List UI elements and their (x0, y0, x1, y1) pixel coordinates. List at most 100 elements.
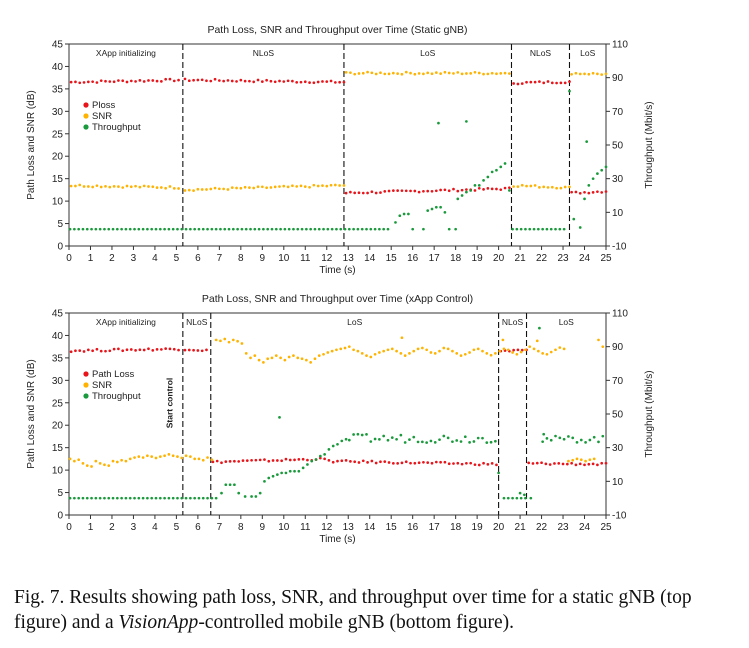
throughput-point (578, 226, 582, 229)
legend-marker (83, 382, 89, 388)
snr-point (473, 70, 477, 74)
throughput-point (433, 441, 437, 444)
path-loss-point (301, 457, 305, 461)
x-tick-label: 23 (557, 522, 569, 533)
snr-point (260, 185, 264, 189)
path-loss-point (527, 461, 531, 465)
snr-point (305, 358, 308, 362)
path-loss-point (512, 348, 515, 352)
ploss-point (112, 80, 116, 84)
throughput-point (554, 434, 557, 438)
throughput-point (382, 434, 386, 438)
path-loss-point (570, 461, 573, 465)
throughput-point (408, 438, 411, 441)
snr-point (295, 185, 299, 188)
path-loss-point (168, 347, 172, 351)
x-tick-label: 10 (278, 522, 290, 533)
throughput-point (279, 227, 282, 231)
ploss-point (434, 189, 438, 193)
throughput-point (163, 227, 166, 231)
throughput-point (176, 227, 179, 231)
x-tick-label: 16 (407, 522, 419, 533)
snr-point (395, 349, 398, 353)
ploss-point (383, 189, 387, 193)
snr-point (180, 456, 184, 460)
snr-point (352, 348, 355, 352)
snr-point (433, 352, 437, 355)
y2-tick-label: 30 (612, 174, 624, 185)
snr-point (303, 185, 307, 188)
throughput-point (98, 496, 102, 500)
snr-point (192, 189, 195, 192)
throughput-point (459, 440, 463, 443)
ploss-point (379, 191, 382, 194)
x-tick-label: 16 (407, 253, 419, 264)
snr-point (502, 347, 506, 351)
ploss-point (134, 80, 137, 83)
snr-point (196, 187, 200, 191)
y-tick-label: 20 (52, 152, 64, 163)
throughput-point (111, 227, 115, 231)
ploss-point (230, 79, 234, 83)
snr-point (533, 184, 537, 187)
snr-point (378, 351, 381, 354)
snr-point (426, 71, 430, 75)
path-loss-point (200, 349, 204, 353)
throughput-point (490, 170, 494, 174)
path-loss-point (366, 461, 369, 464)
ploss-point (559, 81, 563, 85)
x-tick-label: 9 (260, 522, 266, 533)
snr-point (559, 186, 563, 190)
x-tick-label: 13 (343, 522, 355, 533)
snr-point (256, 185, 260, 189)
throughput-point (365, 227, 368, 231)
snr-point (578, 72, 582, 76)
throughput-point (532, 227, 536, 231)
snr-point (103, 463, 106, 467)
ploss-point (91, 80, 94, 84)
throughput-point (460, 194, 464, 197)
snr-point (587, 72, 591, 76)
snr-point (532, 347, 536, 351)
ploss-point (583, 190, 586, 194)
x-tick-label: 24 (579, 522, 591, 533)
y2-tick-label: -10 (612, 511, 627, 522)
chart-1: Path Loss, SNR and Throughput over Time … (26, 24, 655, 276)
throughput-point (258, 491, 262, 495)
y2-tick-label: 70 (612, 376, 624, 387)
snr-point (210, 458, 214, 462)
throughput-point (541, 440, 544, 444)
y-tick-label: 30 (52, 376, 64, 387)
throughput-point (369, 440, 373, 443)
ploss-point (252, 80, 256, 84)
ploss-point (121, 79, 125, 83)
throughput-point (545, 227, 549, 231)
path-loss-point (258, 458, 262, 462)
x-tick-label: 11 (300, 522, 311, 533)
throughput-point (455, 439, 459, 442)
throughput-point (180, 227, 184, 231)
throughput-point (524, 227, 527, 231)
throughput-point (267, 476, 271, 480)
y2-tick-label: 30 (612, 443, 624, 454)
throughput-point (542, 432, 546, 436)
snr-point (524, 348, 527, 352)
snr-point (213, 186, 217, 190)
throughput-point (330, 227, 334, 231)
ploss-point (248, 79, 251, 83)
snr-point (360, 352, 364, 355)
throughput-point (473, 184, 477, 187)
path-loss-point (578, 462, 582, 466)
ploss-point (465, 188, 468, 191)
throughput-point (103, 227, 106, 231)
ploss-point (222, 79, 226, 83)
snr-point (321, 184, 324, 188)
snr-point (90, 465, 93, 468)
path-loss-point (78, 349, 82, 352)
throughput-point (206, 227, 209, 231)
x-tick-label: 17 (429, 253, 441, 264)
snr-point (600, 73, 604, 76)
throughput-point (422, 227, 425, 231)
ploss-point (78, 81, 82, 85)
throughput-point (323, 453, 326, 456)
